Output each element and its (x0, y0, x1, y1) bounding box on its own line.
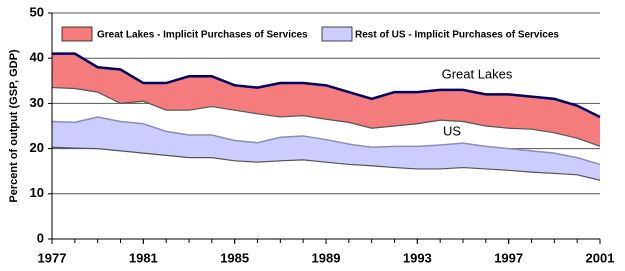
y-tick-label: 10 (30, 185, 44, 200)
legend-swatch (61, 26, 93, 42)
legend-label: Rest of US - Implicit Purchases of Servi… (355, 30, 559, 41)
y-tick-label: 20 (30, 140, 44, 155)
y-tick-label: 50 (30, 4, 44, 19)
x-tick-label: 2001 (586, 250, 615, 265)
x-tick-label: 1985 (220, 250, 249, 265)
y-tick-label: 0 (37, 230, 44, 245)
annotation: Great Lakes (442, 66, 513, 81)
y-tick-label: 40 (30, 50, 44, 65)
band-high-line (51, 116, 601, 166)
legend-swatch (321, 26, 353, 42)
annotation: US (443, 123, 461, 138)
band-low-line (51, 86, 601, 147)
band-low-line (51, 146, 601, 181)
x-tick-label: 1981 (129, 250, 158, 265)
x-tick-label: 1989 (312, 250, 341, 265)
y-tick-label: 30 (30, 95, 44, 110)
legend-label: Great Lakes - Implicit Purchases of Serv… (97, 30, 308, 41)
x-tick-label: 1997 (494, 250, 523, 265)
x-tick-label: 1993 (403, 250, 432, 265)
band-area (52, 116, 600, 181)
y-axis-label: Percent of output (GSP, GDP) (8, 49, 20, 203)
band-high-line (52, 52, 601, 119)
x-tick-label: 1977 (38, 250, 67, 265)
